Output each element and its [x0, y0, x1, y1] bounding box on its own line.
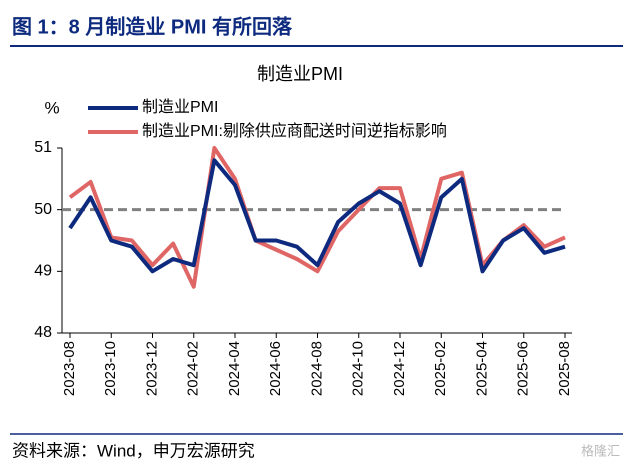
x-tick-label: 2024-08 — [308, 341, 325, 396]
header-title: 图 1：8 月制造业 PMI 有所回落 — [12, 14, 293, 38]
x-tick-label: 2023-08 — [61, 341, 78, 396]
x-tick-label: 2023-10 — [102, 341, 119, 396]
y-label: % — [44, 98, 59, 117]
chart-title: 制造业PMI — [257, 64, 343, 84]
x-tick-label: 2025-06 — [515, 341, 532, 396]
watermark: 格隆汇 — [581, 443, 620, 458]
y-tick-label: 51 — [34, 139, 52, 156]
x-tick-label: 2024-02 — [185, 341, 202, 396]
legend-label: 制造业PMI:剔除供应商配送时间逆指标影响 — [142, 121, 447, 140]
series-line — [68, 158, 566, 274]
source: 资料来源：Wind，申万宏源研究 — [12, 441, 255, 460]
x-tick-label: 2024-10 — [350, 341, 367, 396]
y-tick-label: 50 — [34, 201, 52, 218]
y-tick-label: 48 — [34, 324, 52, 341]
y-tick-label: 49 — [34, 263, 52, 280]
x-tick-label: 2023-12 — [143, 341, 160, 396]
legend-label: 制造业PMI — [142, 98, 218, 116]
x-tick-label: 2025-02 — [432, 341, 449, 396]
x-tick-label: 2024-06 — [267, 341, 284, 396]
x-tick-label: 2024-04 — [226, 341, 243, 396]
x-tick-label: 2025-08 — [556, 341, 573, 396]
x-tick-label: 2025-04 — [473, 341, 490, 396]
x-tick-label: 2024-12 — [391, 341, 408, 396]
